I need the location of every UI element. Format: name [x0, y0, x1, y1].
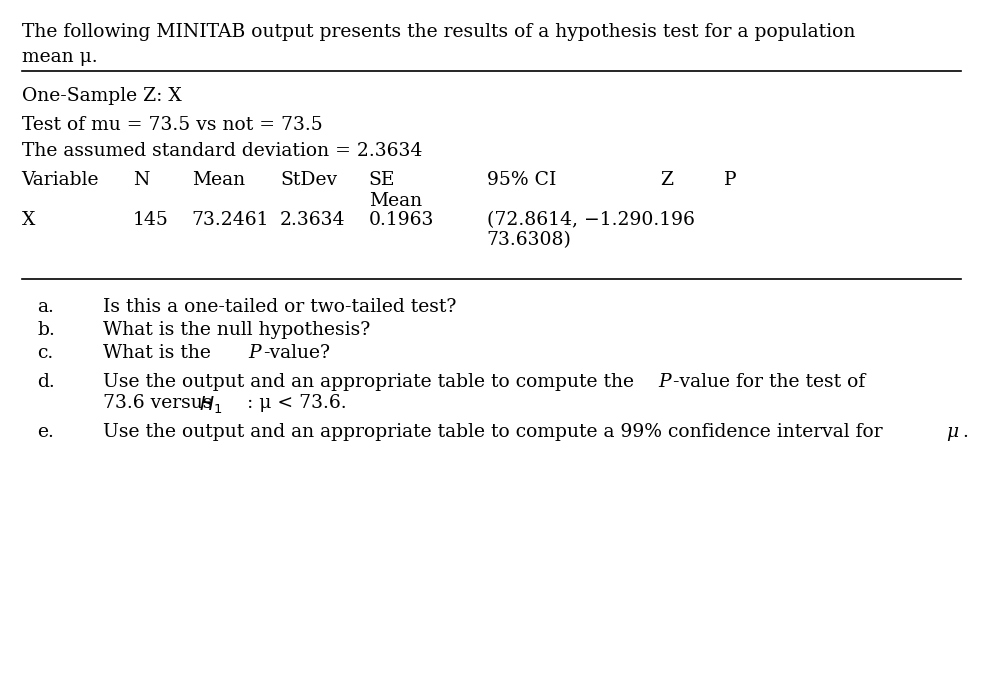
Text: 0.1963: 0.1963 — [369, 211, 434, 228]
Text: StDev: StDev — [280, 171, 337, 189]
Text: (72.8614, −1.290.196: (72.8614, −1.290.196 — [487, 211, 694, 228]
Text: Mean: Mean — [192, 171, 245, 189]
Text: 73.6308): 73.6308) — [487, 231, 571, 249]
Text: The assumed standard deviation = 2.3634: The assumed standard deviation = 2.3634 — [22, 142, 422, 160]
Text: X: X — [22, 211, 35, 228]
Text: -value?: -value? — [263, 344, 330, 362]
Text: mean μ.: mean μ. — [22, 48, 97, 65]
Text: Mean: Mean — [369, 192, 422, 209]
Text: P: P — [249, 344, 261, 362]
Text: e.: e. — [37, 423, 54, 441]
Text: Use the output and an appropriate table to compute a 99% confidence interval for: Use the output and an appropriate table … — [103, 423, 889, 441]
Text: 145: 145 — [133, 211, 168, 228]
Text: 2.3634: 2.3634 — [280, 211, 346, 228]
Text: SE: SE — [369, 171, 395, 189]
Text: -value for the test of: -value for the test of — [673, 373, 872, 390]
Text: Test of mu = 73.5 vs not = 73.5: Test of mu = 73.5 vs not = 73.5 — [22, 116, 322, 133]
Text: P: P — [723, 171, 736, 189]
Text: Z: Z — [661, 171, 673, 189]
Text: What is the: What is the — [103, 344, 217, 362]
Text: d.: d. — [37, 373, 55, 390]
Text: Is this a one-tailed or two-tailed test?: Is this a one-tailed or two-tailed test? — [103, 298, 456, 316]
Text: Use the output and an appropriate table to compute the: Use the output and an appropriate table … — [103, 373, 640, 390]
Text: b.: b. — [37, 321, 55, 339]
Text: μ: μ — [947, 423, 958, 441]
Text: Variable: Variable — [22, 171, 99, 189]
Text: The following MINITAB output presents the results of a hypothesis test for a pop: The following MINITAB output presents th… — [22, 23, 855, 41]
Text: P: P — [659, 373, 671, 390]
Text: a.: a. — [37, 298, 54, 316]
Text: $H_1$: $H_1$ — [199, 394, 222, 415]
Text: 95% CI: 95% CI — [487, 171, 556, 189]
Text: .: . — [962, 423, 968, 441]
Text: : μ < 73.6.: : μ < 73.6. — [247, 394, 346, 412]
Text: 73.6 versus: 73.6 versus — [103, 394, 218, 412]
Text: What is the null hypothesis?: What is the null hypothesis? — [103, 321, 371, 339]
Text: N: N — [133, 171, 149, 189]
Text: One-Sample Z: X: One-Sample Z: X — [22, 87, 182, 105]
Text: c.: c. — [37, 344, 54, 362]
Text: 73.2461: 73.2461 — [192, 211, 269, 228]
